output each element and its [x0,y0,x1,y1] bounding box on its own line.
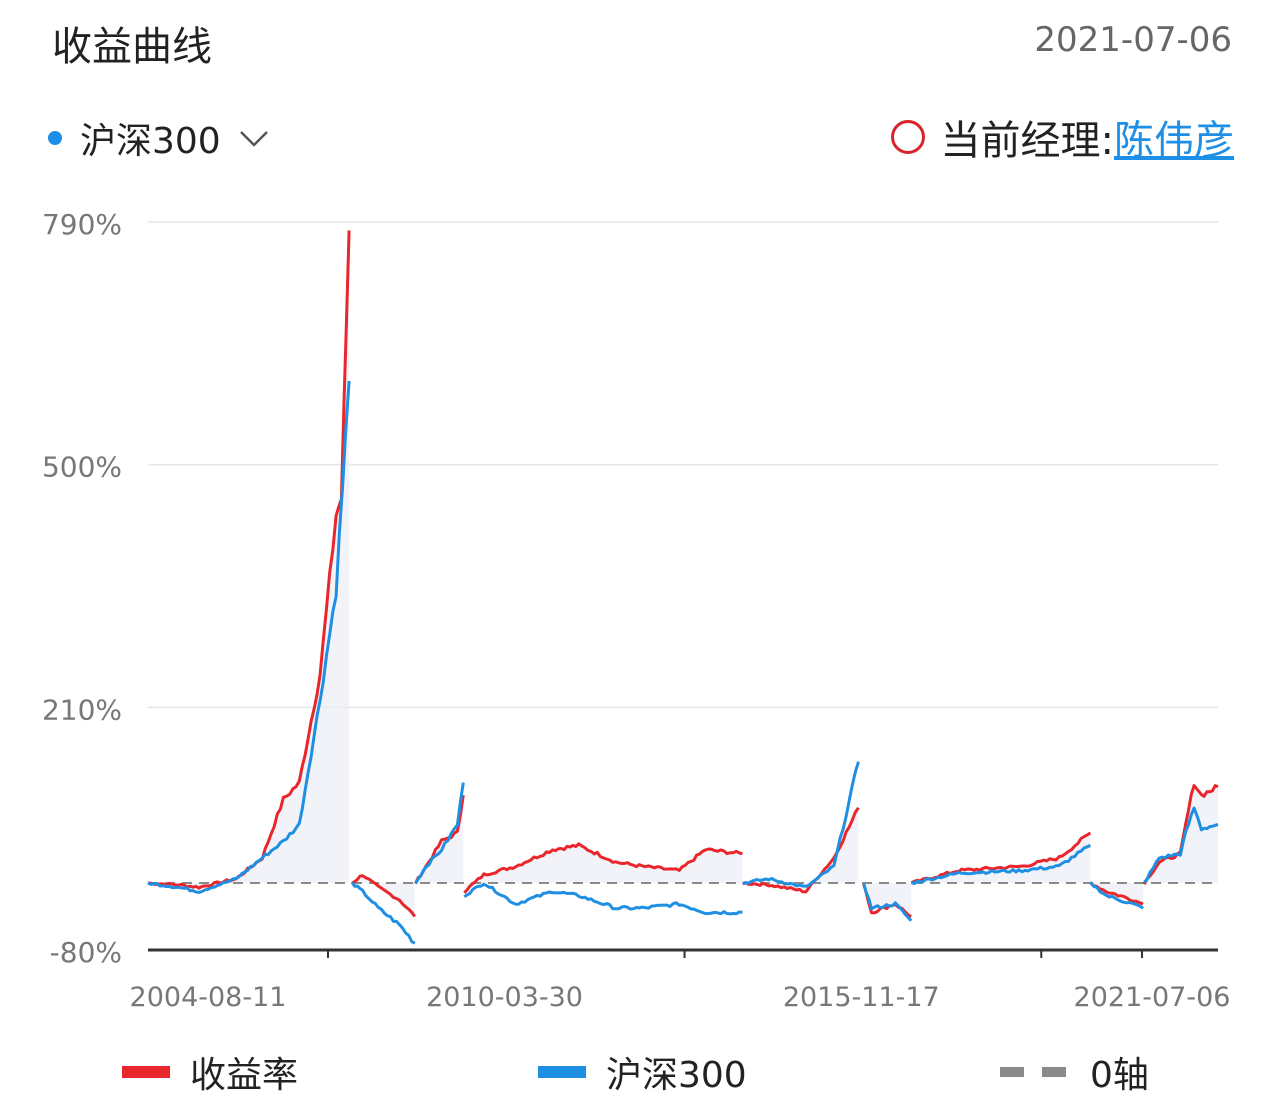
area-fill [148,230,350,889]
series-lines [147,230,1219,945]
legend-label-zero-axis: 0轴 [1090,1055,1149,1096]
area-fill [464,843,743,893]
legend-item-benchmark[interactable]: 沪深300 [538,1046,747,1098]
series-line-benchmark [910,844,1092,885]
series-line-benchmark [463,882,743,916]
benchmark-selector[interactable]: 沪深300 [48,112,271,164]
manager-name-link[interactable]: 陈伟彦 [1114,118,1234,164]
series-line-benchmark [350,881,416,945]
circle-icon [890,120,925,154]
y-tick-label: 790% [42,208,122,241]
series-line-benchmark [1143,806,1219,884]
series-line-benchmark [414,782,465,885]
legend-item-zero-axis[interactable]: 0轴 [1000,1046,1149,1098]
area-fill [1144,785,1218,885]
grid-lines [148,221,1218,709]
series-line-benchmark [1089,881,1144,910]
series-line-return [910,831,1092,885]
return-chart: 790% 500% 210% -80% 2004-08-11 2010-03-30 201… [42,208,1231,1013]
y-tick-label: 210% [42,693,122,726]
date-label: 2021-07-06 [1034,20,1232,60]
legend-swatch-zero-axis [1000,1067,1066,1077]
legend-label-return: 收益率 [190,1055,299,1096]
x-tick-label: 2004-08-11 [130,982,287,1013]
y-axis: 790% 500% 210% -80% [42,208,122,969]
area-fill [352,875,415,917]
series-line-return [351,874,417,918]
benchmark-dot-icon [48,131,62,145]
legend-swatch-benchmark [538,1066,586,1078]
manager-label: 当前经理: [940,118,1114,164]
legend-label-benchmark: 沪深300 [606,1055,747,1096]
area-fills [148,230,1218,917]
x-tick-label: 2015-11-17 [783,982,940,1013]
series-line-return [463,842,743,894]
chart-title: 收益曲线 [52,24,212,70]
y-tick-label: -80% [50,936,122,969]
x-tick-label: 2010-03-30 [426,982,583,1013]
area-fill [415,795,464,884]
series-line-benchmark [862,883,913,922]
x-axis: 2004-08-11 2010-03-30 2015-11-17 2021-07-06 [130,950,1231,1013]
area-fill [911,832,1091,884]
legend-item-return[interactable]: 收益率 [122,1046,298,1098]
series-line-benchmark [742,761,860,888]
chevron-down-icon [239,131,268,147]
benchmark-label: 沪深300 [80,121,221,162]
current-manager: 当前经理: 陈伟彦 [890,108,1234,166]
legend-swatch-return [122,1066,170,1078]
series-line-benchmark [147,380,351,894]
x-tick-label: 2021-07-06 [1074,982,1231,1013]
y-tick-label: 500% [42,451,122,484]
